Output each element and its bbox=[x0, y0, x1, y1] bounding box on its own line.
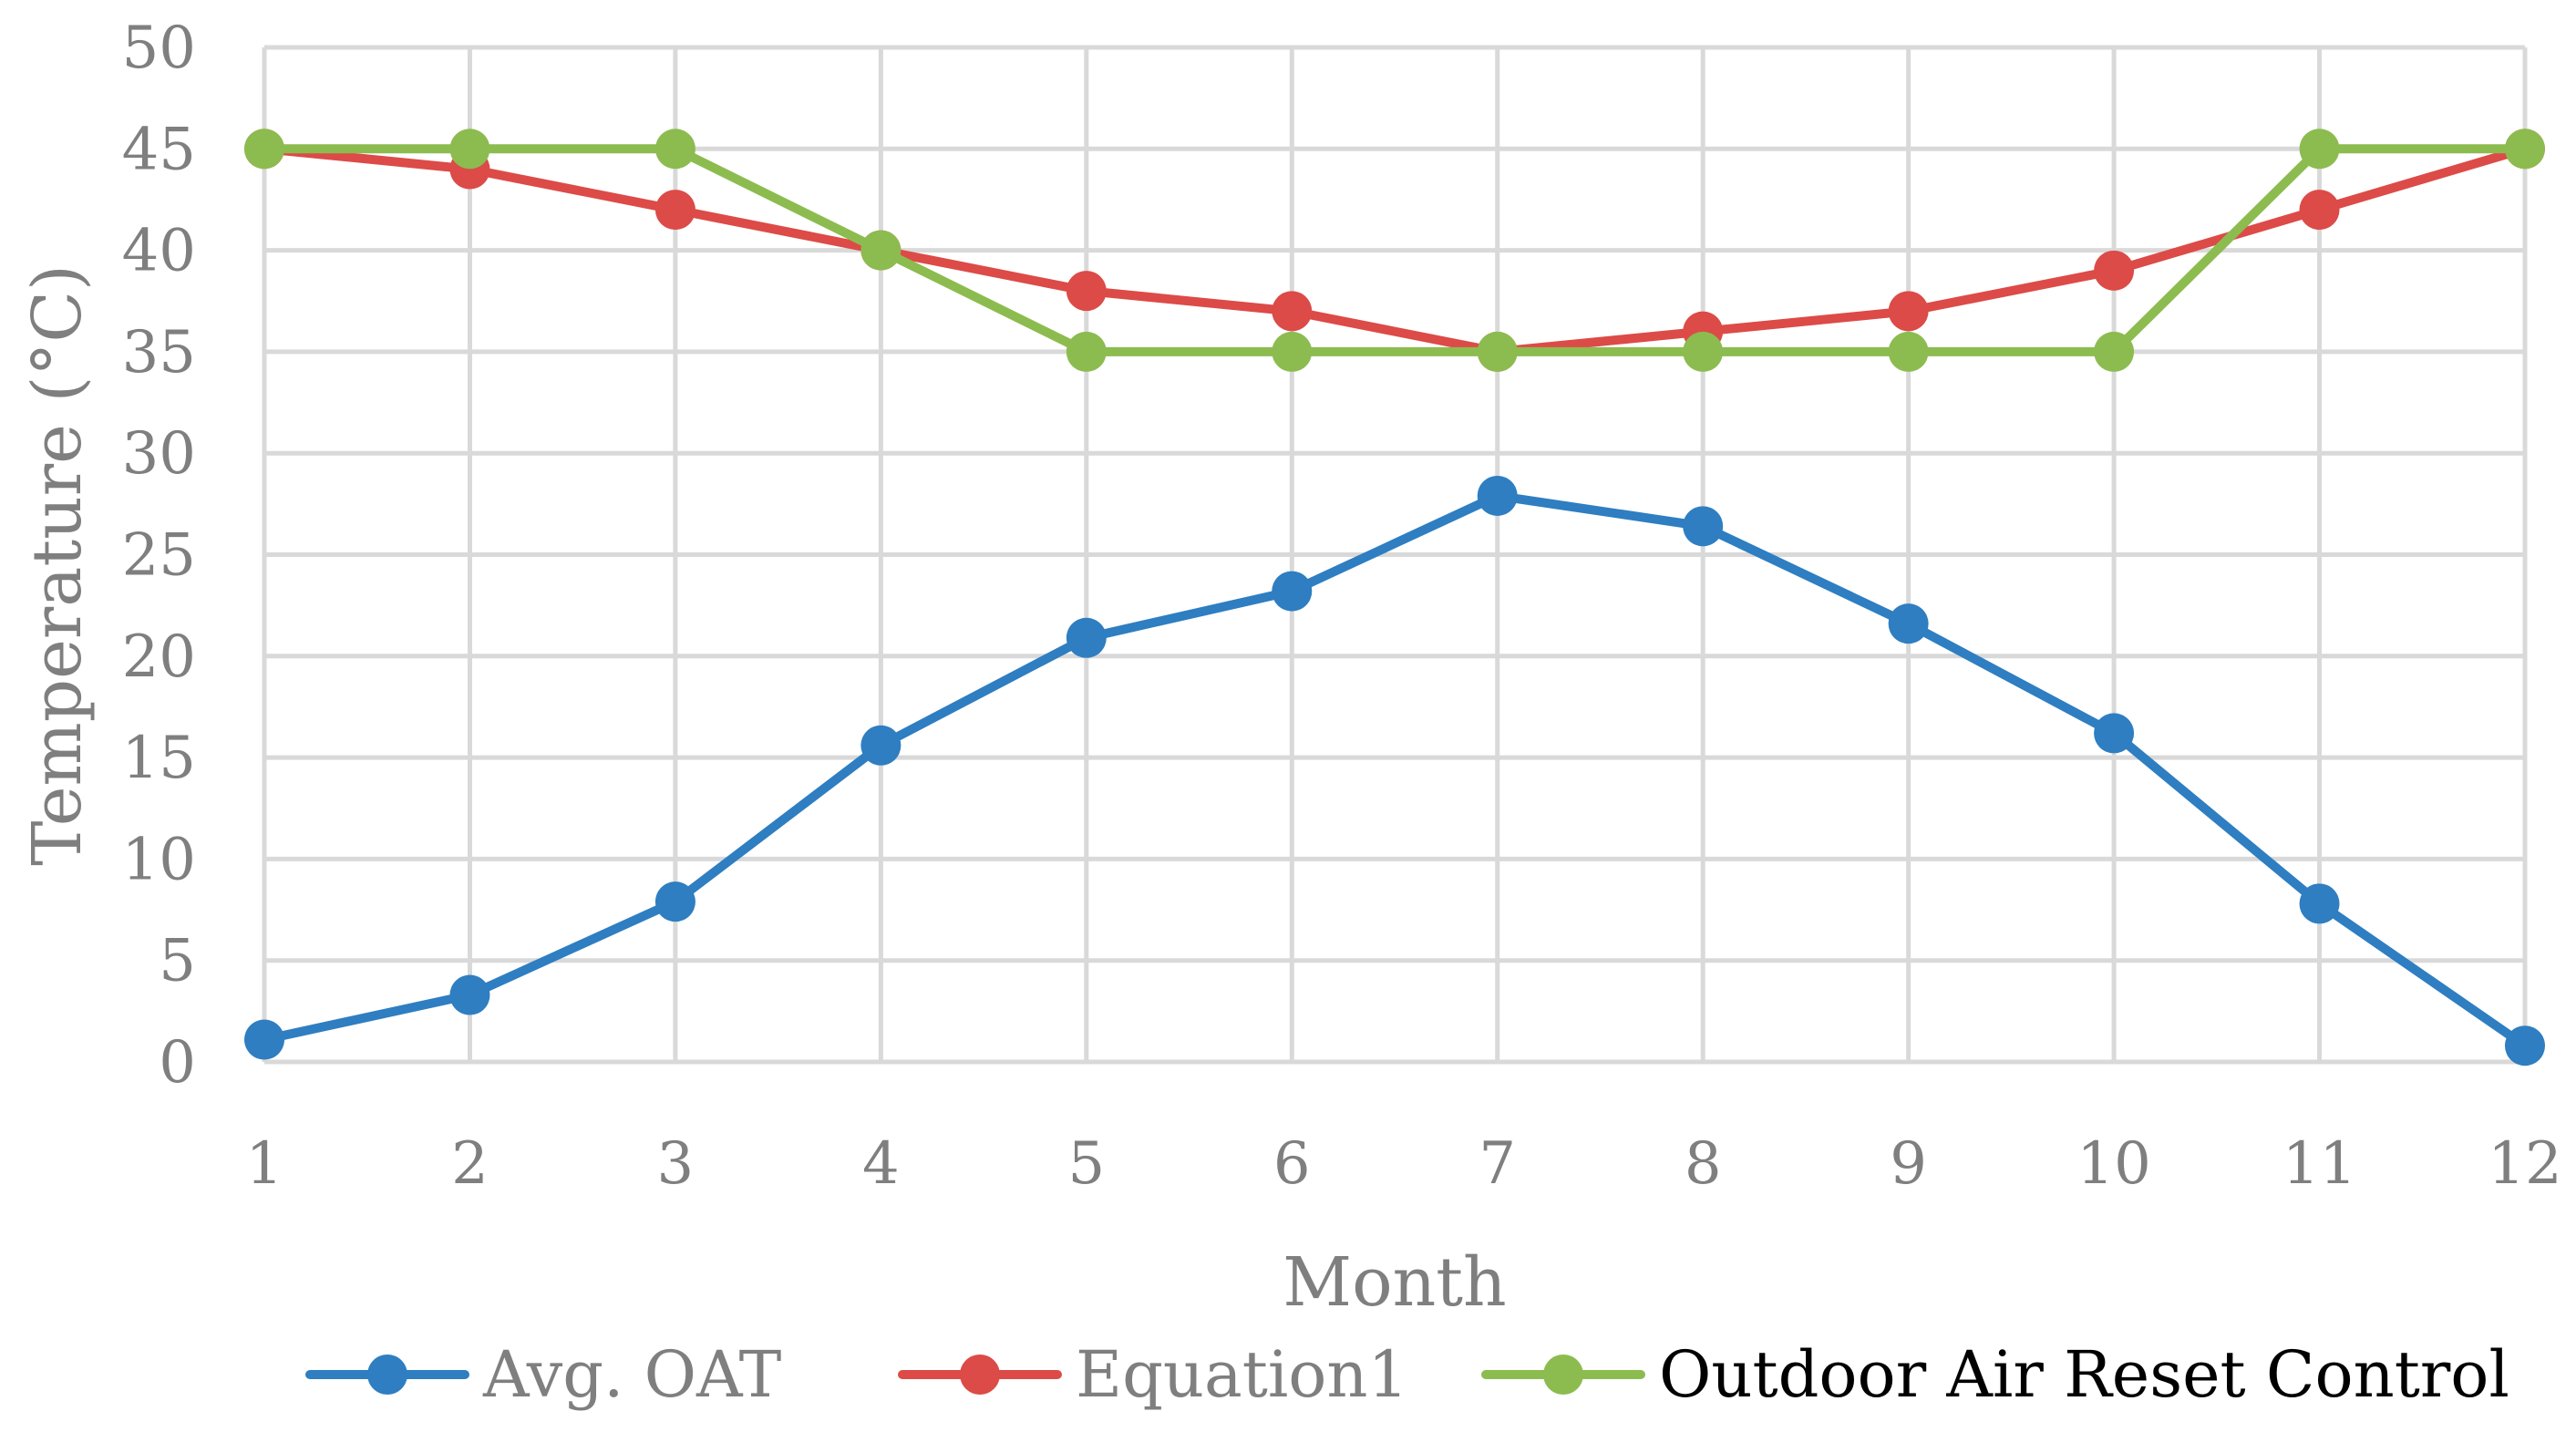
y-tick-label: 45 bbox=[122, 116, 196, 183]
data-point bbox=[2505, 1025, 2545, 1066]
x-axis-ticks: 1 2 3 4 5 6 7 8 9 10 11 12 bbox=[246, 1130, 2562, 1198]
y-tick-label: 50 bbox=[122, 15, 196, 82]
data-point bbox=[860, 725, 902, 766]
y-axis-title: Temperature (°C) bbox=[18, 264, 97, 866]
x-axis-title: Month bbox=[1283, 1243, 1506, 1322]
legend-marker bbox=[1543, 1355, 1583, 1395]
y-tick-label: 10 bbox=[122, 826, 196, 893]
legend-marker bbox=[367, 1355, 407, 1395]
data-point bbox=[1272, 291, 1313, 332]
x-tick-label: 8 bbox=[1685, 1130, 1722, 1198]
data-point bbox=[654, 881, 696, 922]
data-point bbox=[1066, 617, 1107, 658]
series-line bbox=[260, 144, 2530, 356]
y-tick-label: 25 bbox=[122, 522, 196, 590]
x-tick-label: 10 bbox=[2076, 1130, 2150, 1198]
data-point bbox=[2505, 129, 2545, 170]
data-point bbox=[860, 230, 902, 271]
data-point bbox=[654, 190, 696, 231]
data-point bbox=[2299, 129, 2340, 170]
data-point bbox=[1477, 475, 1518, 516]
y-tick-label: 30 bbox=[122, 420, 196, 488]
data-point bbox=[2094, 250, 2135, 291]
legend: Avg. OAT Equation1 Outdoor Air Reset Contr… bbox=[305, 1337, 2509, 1412]
y-tick-label: 0 bbox=[159, 1029, 196, 1097]
series-line bbox=[260, 490, 2530, 1051]
y-tick-label: 5 bbox=[159, 928, 196, 995]
x-tick-label: 12 bbox=[2488, 1130, 2561, 1198]
legend-label: Equation1 bbox=[1076, 1337, 1408, 1412]
data-point bbox=[1272, 331, 1313, 372]
x-tick-label: 3 bbox=[657, 1130, 695, 1198]
x-tick-label: 11 bbox=[2282, 1130, 2356, 1198]
x-tick-label: 1 bbox=[246, 1130, 283, 1198]
x-tick-label: 9 bbox=[1890, 1130, 1927, 1198]
data-point bbox=[1272, 571, 1313, 612]
legend-label: Outdoor Air Reset Control bbox=[1659, 1337, 2509, 1412]
data-point bbox=[2299, 883, 2340, 924]
data-point bbox=[1888, 603, 1929, 644]
data-point bbox=[1888, 291, 1929, 332]
data-point bbox=[2299, 190, 2340, 231]
data-point bbox=[449, 974, 490, 1015]
x-tick-label: 6 bbox=[1273, 1130, 1311, 1198]
legend-label: Avg. OAT bbox=[482, 1337, 781, 1412]
data-point bbox=[1066, 331, 1107, 372]
x-tick-label: 4 bbox=[862, 1130, 900, 1198]
y-tick-label: 20 bbox=[122, 623, 196, 691]
data-point bbox=[2094, 331, 2135, 372]
data-point bbox=[244, 129, 284, 170]
legend-marker bbox=[960, 1355, 1000, 1395]
data-point bbox=[1066, 271, 1107, 312]
data-point bbox=[1683, 331, 1724, 372]
data-point bbox=[244, 1019, 284, 1060]
x-tick-label: 2 bbox=[451, 1130, 489, 1198]
x-tick-label: 7 bbox=[1479, 1130, 1516, 1198]
y-tick-label: 35 bbox=[122, 319, 196, 386]
x-tick-label: 5 bbox=[1067, 1130, 1105, 1198]
data-point bbox=[449, 129, 490, 170]
data-point bbox=[1477, 331, 1518, 372]
y-tick-label: 40 bbox=[122, 218, 196, 285]
y-tick-label: 15 bbox=[122, 725, 196, 792]
data-point bbox=[1888, 331, 1929, 372]
data-point bbox=[2094, 713, 2135, 754]
data-point bbox=[1683, 506, 1724, 547]
series-line bbox=[260, 144, 2530, 356]
data-point bbox=[654, 129, 696, 170]
series-group bbox=[244, 129, 2545, 1066]
y-axis-ticks: 0 5 10 15 20 25 30 35 40 45 50 bbox=[122, 15, 196, 1097]
